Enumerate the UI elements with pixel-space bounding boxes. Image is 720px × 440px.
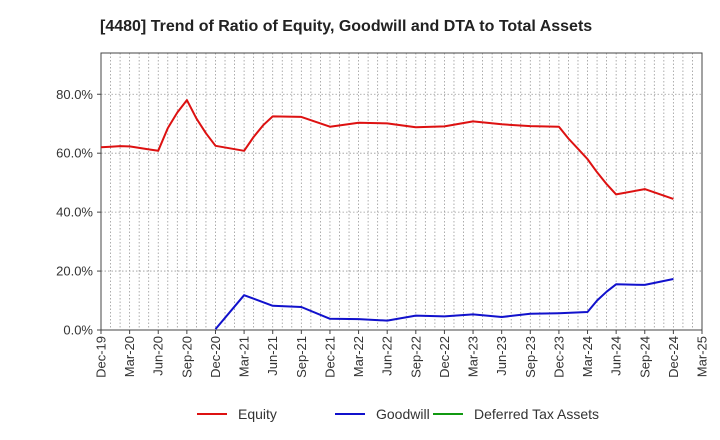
x-tick-label: Jun-24 (609, 336, 624, 376)
x-tick-label: Jun-22 (380, 336, 395, 376)
x-tick-label: Dec-23 (551, 336, 566, 378)
plot-area (101, 53, 702, 330)
x-tick-label: Jun-21 (265, 336, 280, 376)
x-tick-label: Mar-24 (580, 336, 595, 377)
x-tick-label: Dec-20 (208, 336, 223, 378)
legend: Equity Goodwill Deferred Tax Assets (197, 406, 599, 422)
legend-item-equity: Equity (197, 406, 277, 422)
x-tick-label: Sep-21 (294, 336, 309, 378)
x-tick-label: Sep-23 (523, 336, 538, 378)
legend-label-deferred-tax-assets: Deferred Tax Assets (474, 406, 599, 422)
chart-title: [4480] Trend of Ratio of Equity, Goodwil… (100, 18, 592, 35)
x-tick-label: Sep-24 (637, 336, 652, 378)
y-tick-label: 80.0% (56, 87, 93, 102)
x-tick-label: Mar-21 (237, 336, 252, 377)
legend-item-goodwill: Goodwill (335, 406, 430, 422)
y-tick-label: 60.0% (56, 146, 93, 161)
x-tick-label: Jun-23 (494, 336, 509, 376)
x-tick-label: Dec-19 (94, 336, 109, 378)
x-tick-label: Jun-20 (151, 336, 166, 376)
plot-background (101, 53, 702, 330)
legend-item-deferred-tax-assets: Deferred Tax Assets (433, 406, 599, 422)
y-tick-label: 20.0% (56, 264, 93, 279)
x-tick-label: Dec-21 (322, 336, 337, 378)
y-tick-label: 0.0% (63, 323, 93, 338)
x-tick-label: Dec-22 (437, 336, 452, 378)
axes: 0.0% 20.0% 40.0% 60.0% 80.0% Dec-19 Mar-20 Jun-… (56, 52, 710, 378)
series-lines (100, 99, 674, 330)
x-tick-label: Sep-20 (179, 336, 194, 378)
x-tick-label: Mar-22 (351, 336, 366, 377)
x-tick-label: Sep-22 (408, 336, 423, 378)
legend-label-equity: Equity (238, 406, 277, 422)
grid-lines (101, 53, 702, 330)
y-tick-label: 40.0% (56, 205, 93, 220)
legend-label-goodwill: Goodwill (376, 406, 430, 422)
x-tick-label: Dec-24 (666, 336, 681, 378)
x-tick-label: Mar-23 (466, 336, 481, 377)
plot-frame (100, 52, 703, 331)
x-tick-label: Mar-20 (122, 336, 137, 377)
series-line-equity (100, 99, 674, 200)
series-line-goodwill (214, 278, 674, 330)
x-tick-label: Mar-25 (695, 336, 710, 377)
